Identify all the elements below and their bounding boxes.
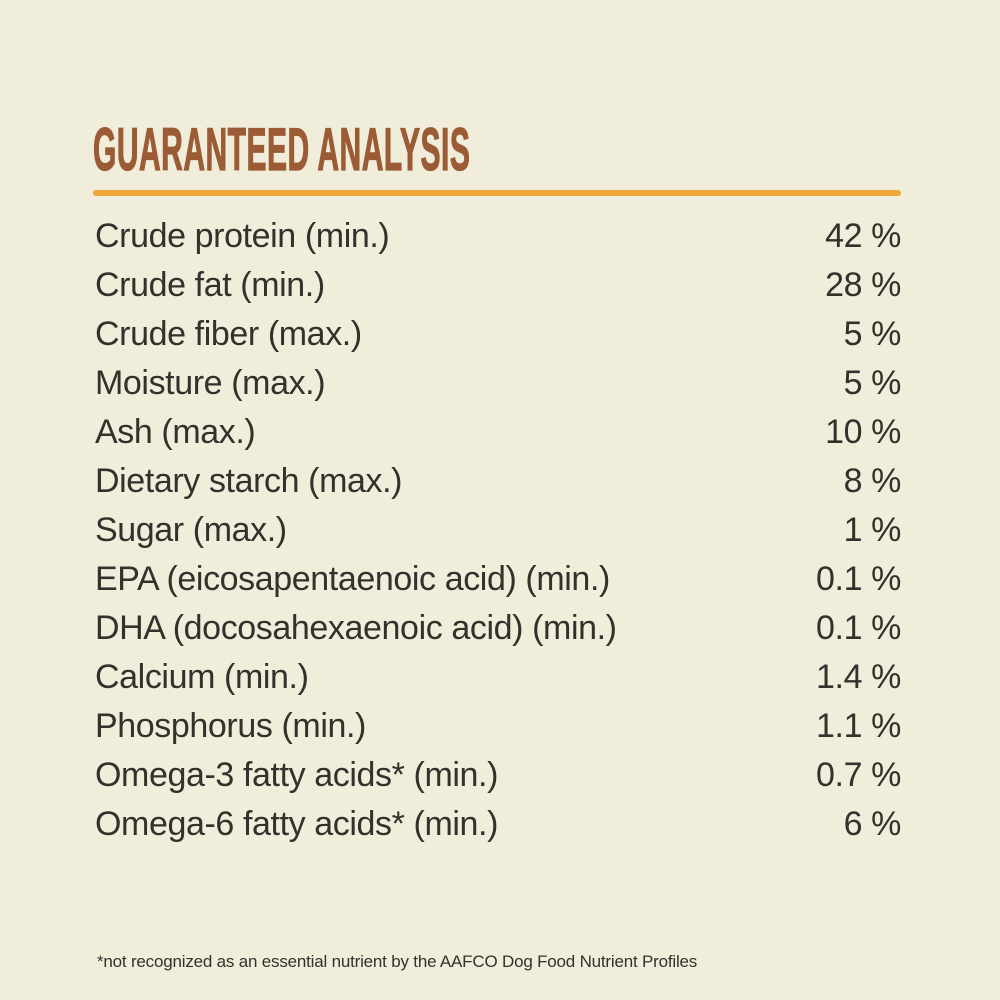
nutrient-name: DHA (docosahexaenoic acid) (min.)	[95, 609, 617, 647]
nutrient-value: 42 %	[825, 217, 901, 255]
nutrient-value: 10 %	[825, 413, 901, 451]
section-title: GUARANTEED ANALYSIS	[93, 116, 471, 183]
nutrient-name: Crude protein (min.)	[95, 217, 390, 255]
table-row: Phosphorus (min.) 1.1 %	[95, 702, 901, 751]
nutrient-value: 0.1 %	[816, 609, 901, 647]
table-row: EPA (eicosapentaenoic acid) (min.) 0.1 %	[95, 555, 901, 604]
nutrient-value: 1.1 %	[816, 707, 901, 745]
table-row: Sugar (max.) 1 %	[95, 506, 901, 555]
nutrient-name: Sugar (max.)	[95, 511, 287, 549]
nutrient-name: Phosphorus (min.)	[95, 707, 366, 745]
table-row: Dietary starch (max.) 8 %	[95, 457, 901, 506]
nutrient-value: 1.4 %	[816, 658, 901, 696]
nutrient-name: Omega-3 fatty acids* (min.)	[95, 756, 498, 794]
table-row: Calcium (min.) 1.4 %	[95, 653, 901, 702]
nutrient-table: Crude protein (min.) 42 % Crude fat (min.)…	[95, 212, 901, 849]
nutrient-name: Dietary starch (max.)	[95, 462, 403, 500]
nutrient-value: 0.1 %	[816, 560, 901, 598]
nutrient-name: Omega-6 fatty acids* (min.)	[95, 805, 498, 843]
table-row: Omega-6 fatty acids* (min.) 6 %	[95, 800, 901, 849]
nutrient-name: Ash (max.)	[95, 413, 256, 451]
nutrient-value: 6 %	[843, 805, 902, 843]
nutrient-value: 1 %	[843, 511, 902, 549]
nutrient-name: Crude fat (min.)	[95, 266, 325, 304]
nutrient-value: 28 %	[825, 266, 901, 304]
nutrient-name: Crude fiber (max.)	[95, 315, 362, 353]
nutrient-value: 5 %	[843, 364, 902, 402]
nutrient-name: Calcium (min.)	[95, 658, 309, 696]
table-row: Crude fat (min.) 28 %	[95, 261, 901, 310]
table-row: Omega-3 fatty acids* (min.) 0.7 %	[95, 751, 901, 800]
table-row: DHA (docosahexaenoic acid) (min.) 0.1 %	[95, 604, 901, 653]
table-row: Crude fiber (max.) 5 %	[95, 310, 901, 359]
nutrient-value: 5 %	[843, 315, 902, 353]
nutrient-value: 8 %	[843, 462, 902, 500]
nutrient-value: 0.7 %	[816, 756, 901, 794]
table-row: Crude protein (min.) 42 %	[95, 212, 901, 261]
nutrient-name: Moisture (max.)	[95, 364, 326, 402]
table-row: Ash (max.) 10 %	[95, 408, 901, 457]
nutrient-name: EPA (eicosapentaenoic acid) (min.)	[95, 560, 610, 598]
footnote: *not recognized as an essential nutrient…	[97, 952, 698, 971]
table-row: Moisture (max.) 5 %	[95, 359, 901, 408]
title-underline-rule	[93, 190, 901, 196]
